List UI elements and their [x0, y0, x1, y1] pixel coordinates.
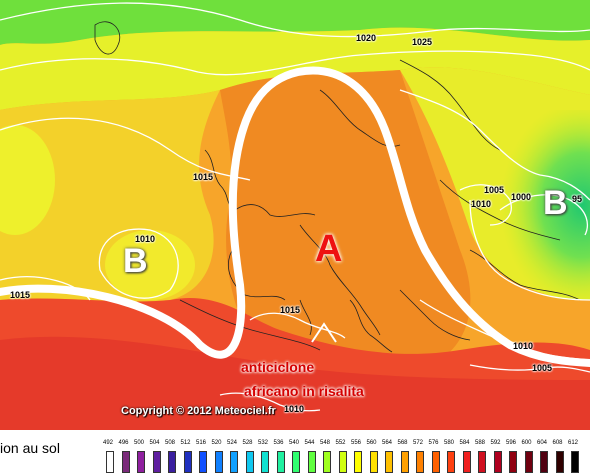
scale-color-cell	[571, 451, 579, 473]
scale-color-cell	[447, 451, 455, 473]
zone-orange-center	[220, 70, 471, 369]
high-pressure-label: A	[315, 228, 343, 270]
scale-tick-label: 552	[335, 440, 346, 446]
scale-tick-label: 612	[567, 440, 578, 446]
scale-tick-label: 500	[133, 440, 144, 446]
scale-color-cell	[168, 451, 176, 473]
scale-color-cell	[400, 451, 409, 473]
scale-tick-label: 544	[304, 440, 315, 446]
isobar-label-1010-south: 1010	[284, 404, 305, 414]
scale-tick-label: 512	[180, 440, 191, 446]
scale-color-cell	[385, 451, 393, 473]
isobar-label-1000-east: 1000	[511, 192, 532, 202]
isobar-label-1005-east: 1005	[484, 185, 505, 195]
scale-color-cell	[323, 451, 331, 473]
scale-color-cell	[230, 451, 238, 473]
scale-color-cell	[276, 451, 285, 473]
isobar-label-1010-se: 1010	[513, 341, 534, 351]
scale-color-cell	[338, 451, 347, 473]
legend-title: ion au sol	[0, 440, 60, 456]
scale-color-cell	[152, 451, 161, 473]
scale-tick-label: 600	[521, 440, 532, 446]
scale-tick-label: 564	[381, 440, 392, 446]
scale-color-cell	[354, 451, 362, 473]
scale-tick-label: 592	[490, 440, 501, 446]
scale-color-cell	[183, 451, 192, 473]
scale-color-cell	[121, 451, 130, 473]
scale-color-cell	[214, 451, 223, 473]
annotation-line-1: anticiclone	[241, 359, 315, 375]
scale-color-cell	[106, 451, 114, 473]
scale-tick-label: 604	[536, 440, 547, 446]
isobar-label-1015-edge: 1015	[10, 290, 31, 300]
scale-color-cell	[369, 451, 378, 473]
scale-tick-label: 540	[288, 440, 299, 446]
scale-tick-label: 508	[164, 440, 175, 446]
scale-color-cell	[292, 451, 300, 473]
scale-color-cell	[199, 451, 207, 473]
isobar-label-1020: 1020	[356, 33, 377, 43]
scale-color-cell	[431, 451, 440, 473]
scale-color-cell	[509, 451, 517, 473]
anticyclone-arrow	[311, 322, 337, 343]
scale-tick-label: 528	[242, 440, 253, 446]
scale-tick-label: 548	[319, 440, 330, 446]
scale-color-cell	[245, 451, 254, 473]
scale-color-cell	[478, 451, 486, 473]
scale-color-cell	[462, 451, 471, 473]
ridge-axis-line	[0, 66, 590, 367]
isobar-label-1015-west: 1015	[193, 172, 214, 182]
scale-color-cell	[416, 451, 424, 473]
scale-tick-label: 532	[257, 440, 268, 446]
isobar-label-1010-east: 1010	[471, 199, 492, 209]
isobar-label-1025: 1025	[412, 37, 433, 47]
geopotential-map	[0, 0, 590, 430]
scale-tick-label: 584	[459, 440, 470, 446]
scale-tick-label: 536	[273, 440, 284, 446]
scale-tick-label: 524	[226, 440, 237, 446]
isobar-label-1005-se: 1005	[532, 363, 553, 373]
copyright-text: Copyright © 2012 Meteociel.fr	[121, 405, 276, 417]
low-pressure-east-label: B	[543, 184, 568, 222]
scale-color-cell	[524, 451, 533, 473]
isobar-label-1015-med: 1015	[280, 305, 301, 315]
zone-red-deep	[0, 336, 590, 430]
scale-tick-label: 572	[412, 440, 423, 446]
low-pressure-east-value: 95	[572, 194, 583, 204]
scale-tick-label: 504	[149, 440, 160, 446]
scale-color-cell	[261, 451, 269, 473]
scale-tick-label: 492	[102, 440, 113, 446]
scale-tick-label: 568	[397, 440, 408, 446]
scale-color-cell	[540, 451, 548, 473]
zone-yellow-nw	[0, 125, 55, 235]
scale-tick-label: 580	[443, 440, 454, 446]
scale-tick-label: 608	[552, 440, 563, 446]
scale-tick-label: 516	[195, 440, 206, 446]
scale-tick-label: 576	[428, 440, 439, 446]
scale-tick-label: 520	[211, 440, 222, 446]
scale-color-cell	[137, 451, 145, 473]
scale-tick-label: 560	[366, 440, 377, 446]
isobar-label-1010-low: 1010	[135, 234, 156, 244]
zone-yellow-low-core	[105, 230, 195, 300]
scale-tick-label: 556	[350, 440, 361, 446]
scale-tick-label: 496	[118, 440, 129, 446]
annotation-line-2: africano in risalita	[244, 383, 364, 399]
scale-tick-label: 596	[505, 440, 516, 446]
zone-green-north	[0, 0, 590, 45]
scale-tick-label: 588	[474, 440, 485, 446]
scale-color-cell	[493, 451, 502, 473]
low-pressure-west-label: B	[123, 242, 148, 280]
scale-color-cell	[307, 451, 316, 473]
legend-bar: ion au sol 492 496 500 504 508 512 516 520 524 52…	[0, 430, 590, 474]
scale-color-cell	[555, 451, 564, 473]
